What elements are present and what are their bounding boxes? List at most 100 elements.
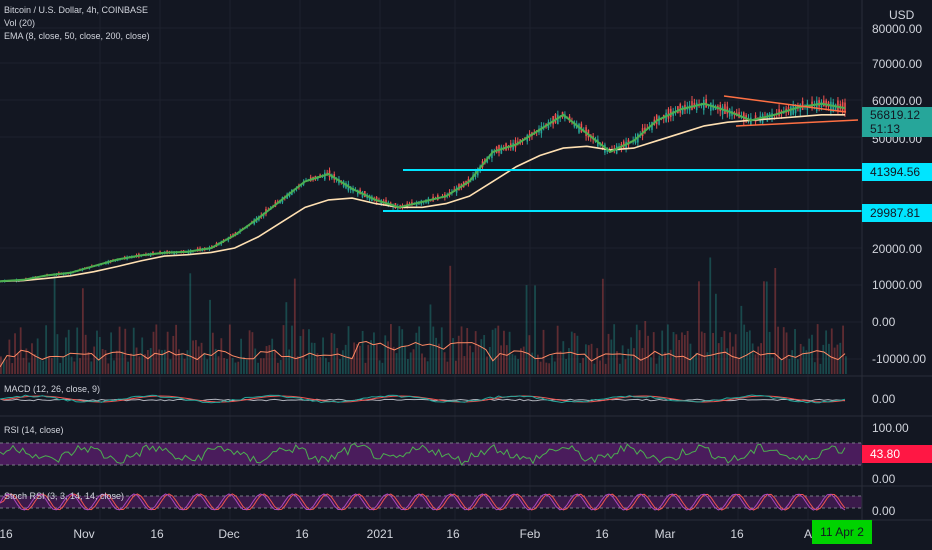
volume-bar (452, 338, 454, 374)
volume-bar (25, 348, 28, 374)
volume-bar (248, 330, 251, 374)
volume-bar (268, 345, 271, 374)
volume-bar (50, 358, 53, 374)
rsi-legend[interactable]: RSI (14, close) (4, 425, 64, 435)
volume-bar (155, 324, 158, 374)
volume-bar (661, 330, 664, 374)
stoch-lines (0, 493, 846, 511)
volume-bar (666, 324, 669, 374)
volume-bar (370, 340, 373, 374)
symbol-legend[interactable]: Bitcoin / U.S. Dollar, 4h, COINBASE (4, 5, 149, 15)
volume-bar (401, 329, 404, 374)
trendlines[interactable] (723, 95, 859, 127)
volume-bar (178, 349, 180, 374)
volume-bar (443, 352, 446, 374)
volume-bar (22, 357, 25, 374)
volume-ma-line (0, 340, 846, 368)
volume-bar (460, 326, 463, 374)
volume-bar (426, 361, 429, 374)
volume-bar (833, 347, 836, 374)
volume-bar (299, 336, 302, 374)
volume-bar (593, 363, 596, 374)
volume-bar (166, 331, 169, 374)
volume-bar (322, 337, 324, 374)
currency-label[interactable]: USD (889, 8, 915, 22)
macd-legend[interactable]: MACD (12, 26, close, 9) (4, 384, 101, 394)
volume-bar (604, 363, 607, 374)
volume-bar (845, 356, 847, 374)
volume-bar (618, 363, 621, 374)
volume-bar (624, 359, 627, 374)
volume-bar (271, 338, 274, 374)
volume-bar (344, 344, 347, 374)
volume-bar (279, 360, 282, 374)
volume-bar (785, 332, 788, 374)
date-tick: 16 (150, 527, 164, 541)
volume-bar (161, 350, 163, 374)
volume-bar (392, 346, 395, 374)
volume-bar (409, 352, 412, 374)
volume-bar (802, 346, 805, 374)
volume-bar (754, 354, 757, 374)
volume-bar (144, 354, 146, 374)
volume-bar (839, 342, 842, 374)
volume-bar (709, 257, 712, 374)
volume-bar (440, 327, 443, 374)
volume-bar (811, 334, 813, 374)
ema-legend[interactable]: EMA (8, close, 50, close, 200, close) (4, 31, 150, 41)
volume-bar (799, 343, 802, 374)
rsi-line (0, 442, 846, 466)
horizontal-levels[interactable] (383, 169, 862, 212)
volume-bar (435, 337, 438, 374)
volume-bar (339, 359, 341, 374)
volume-bar (42, 360, 45, 374)
volume-bar (327, 362, 330, 374)
volume-bar (206, 359, 209, 374)
macd-lines (0, 394, 846, 404)
volume-bar (243, 356, 245, 374)
volume-bar (398, 326, 401, 374)
volume-bar (251, 332, 254, 374)
date-tick: 16 (446, 527, 460, 541)
volume-bar (675, 334, 678, 374)
volume-bar (505, 345, 508, 374)
volume-bar (412, 349, 415, 374)
price-tick: 20000.00 (872, 242, 923, 256)
volume-bar (336, 348, 339, 374)
current-price-tag[interactable]: 56819.12 51:13 (862, 107, 932, 137)
current-time-tag[interactable]: 11 Apr 2 (812, 520, 872, 544)
volume-bar (610, 339, 613, 374)
volume-bar (683, 334, 686, 374)
level-tag-lower[interactable]: 29987.81 (862, 204, 932, 222)
volume-bar (341, 350, 344, 374)
volume-bar (455, 360, 457, 374)
volume-bar (757, 346, 760, 374)
stoch-legend[interactable]: Stoch RSI (3, 3, 14, 14, close) (4, 491, 125, 501)
volume-bar (152, 331, 155, 374)
volume-bar (310, 342, 313, 374)
volume-bar (404, 345, 406, 374)
rsi-value-tag[interactable]: 43.80 (862, 445, 932, 463)
volume-bar (81, 288, 84, 374)
volume-bar (695, 352, 698, 374)
level-tag-upper[interactable]: 41394.56 (862, 163, 932, 181)
volume-bar (474, 331, 477, 374)
volume-bar (822, 344, 825, 374)
date-tick: Mar (654, 527, 676, 541)
volume-bar (579, 362, 582, 374)
volume-bar (746, 331, 748, 374)
volume-bar (486, 356, 488, 374)
volume-bar (291, 325, 293, 374)
volume-bar (542, 329, 545, 374)
candle-body (665, 112, 667, 122)
stoch-tick: 0.00 (872, 504, 896, 518)
volume-bar (124, 328, 127, 374)
volume-bar (240, 338, 243, 374)
volume-bar (731, 346, 734, 374)
volume-legend[interactable]: Vol (20) (4, 18, 36, 28)
volume-bar (313, 342, 316, 374)
candle-body (691, 101, 693, 110)
volume-bar (638, 330, 641, 374)
volume-bar (788, 359, 791, 374)
